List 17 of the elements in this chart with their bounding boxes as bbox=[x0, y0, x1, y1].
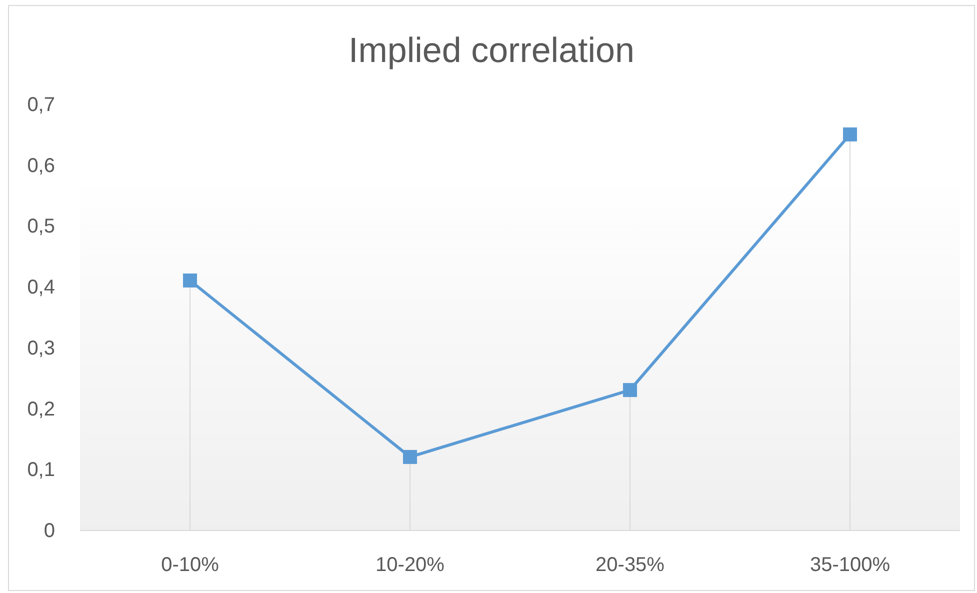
y-tick-label: 0,2 bbox=[27, 398, 55, 420]
x-tick-label: 10-20% bbox=[376, 554, 445, 576]
y-tick-label: 0,3 bbox=[27, 337, 55, 360]
point bbox=[183, 273, 197, 288]
point bbox=[403, 450, 417, 464]
y-tick-label: 0,4 bbox=[27, 276, 55, 299]
y-tick-label: 0,6 bbox=[27, 154, 55, 177]
y-tick-label: 0,1 bbox=[27, 459, 55, 482]
y-tick-label: 0,5 bbox=[27, 216, 55, 238]
x-tick-label: 35-100% bbox=[810, 554, 890, 576]
y-tick-label: 0,7 bbox=[27, 94, 55, 116]
point bbox=[843, 127, 857, 142]
point bbox=[623, 383, 637, 398]
y-tick-label: 0 bbox=[44, 520, 55, 542]
x-tick-label: 20-35% bbox=[596, 554, 665, 576]
chart-title: Implied correlation bbox=[348, 31, 634, 70]
x-tick-label: 0-10% bbox=[161, 554, 220, 576]
